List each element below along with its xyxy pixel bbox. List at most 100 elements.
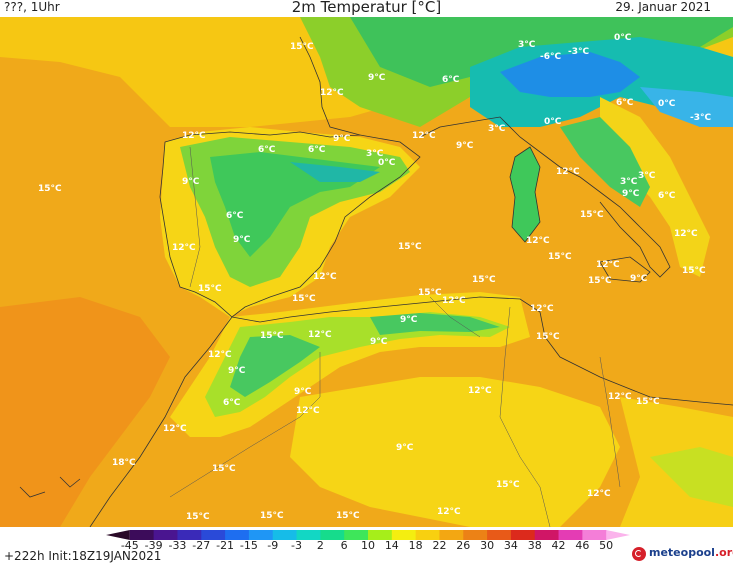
- color-scale-tick-label: 22: [432, 539, 447, 552]
- temp-label: 9°C: [400, 315, 418, 325]
- temp-label: 9°C: [333, 134, 351, 144]
- temp-label: 15°C: [336, 511, 360, 521]
- color-scale-segment: [106, 530, 130, 540]
- atlantic-warm-zone: [0, 297, 170, 527]
- temp-label: 3°C: [518, 40, 536, 50]
- color-scale-segment: [582, 530, 607, 540]
- map-svg: 15°C 12°C 9°C 6°C 3°C 0°C -3°C -6°C 15°C…: [0, 17, 733, 527]
- temp-label: 15°C: [682, 266, 706, 276]
- color-scale-tick-label: -33: [168, 539, 187, 552]
- temp-label: 15°C: [580, 210, 604, 220]
- init-run-info: +222h Init:18Z19JAN2021: [4, 549, 162, 563]
- italy-zone: [600, 97, 710, 277]
- temp-label: 6°C: [223, 398, 241, 408]
- temp-label: 12°C: [608, 392, 632, 402]
- temp-label: 15°C: [636, 397, 660, 407]
- temp-label: 12°C: [526, 236, 550, 246]
- temp-label: 12°C: [596, 260, 620, 270]
- temp-label: 18°C: [112, 458, 136, 468]
- temp-label: 15°C: [536, 332, 560, 342]
- temperature-labels: 15°C 12°C 9°C 6°C 3°C 0°C -3°C -6°C 15°C…: [38, 33, 711, 522]
- temp-label: 12°C: [320, 88, 344, 98]
- temp-label: 0°C: [658, 99, 676, 109]
- color-scale-tick-label: -21: [216, 539, 235, 552]
- temp-label: 15°C: [186, 512, 210, 522]
- color-scale-tick-label: 38: [527, 539, 542, 552]
- temp-label: 12°C: [468, 386, 492, 396]
- color-scale-segment: [534, 530, 560, 540]
- forecast-time: ???, 1Uhr: [4, 0, 60, 14]
- color-scale-segment: [391, 530, 417, 540]
- italy-green-zone: [560, 117, 650, 207]
- temp-label: 3°C: [366, 149, 384, 159]
- color-scale-segment: [558, 530, 583, 540]
- logo-text: meteopool.org: [649, 546, 733, 559]
- iberia-cold-core: [290, 162, 380, 182]
- color-scale-tick-label: -3: [291, 539, 303, 552]
- temp-label: 12°C: [182, 131, 206, 141]
- color-scale-segment: [368, 530, 393, 540]
- temp-label: 12°C: [208, 350, 232, 360]
- color-scale-segment: [606, 530, 630, 540]
- temp-label: 3°C: [488, 124, 506, 134]
- color-scale-segment: [439, 530, 464, 540]
- temp-label: 12°C: [674, 229, 698, 239]
- color-scale-tick-label: 42: [551, 539, 566, 552]
- temp-label: 6°C: [258, 145, 276, 155]
- color-scale-tick-label: 14: [384, 539, 399, 552]
- logo-suffix: .org: [714, 546, 733, 559]
- temp-label: 9°C: [396, 443, 414, 453]
- temp-label: 9°C: [456, 141, 474, 151]
- color-scale-segment: [296, 530, 321, 540]
- temp-label: 15°C: [496, 480, 520, 490]
- temp-label: 12°C: [296, 406, 320, 416]
- temp-label: 15°C: [212, 464, 236, 474]
- logo-main: meteopool: [649, 546, 715, 559]
- temp-label: 15°C: [418, 288, 442, 298]
- corsica-sardinia-zone: [510, 147, 540, 242]
- temp-label: 15°C: [548, 252, 572, 262]
- temp-label: 15°C: [198, 284, 222, 294]
- balkan-cold-zone: [640, 87, 733, 127]
- color-scale-tick-label: -27: [192, 539, 211, 552]
- color-scale-segment: [177, 530, 202, 540]
- temp-label: -3°C: [568, 47, 589, 57]
- color-scale-segment: [344, 530, 369, 540]
- color-scale-tick-label: -15: [239, 539, 258, 552]
- color-scale-segment: [320, 530, 345, 540]
- color-scale-segment: [153, 530, 178, 540]
- temperature-map: 15°C 12°C 9°C 6°C 3°C 0°C -3°C -6°C 15°C…: [0, 17, 733, 527]
- header: ???, 1Uhr 2m Temperatur [°C] 29. Januar …: [0, 0, 733, 17]
- forecast-date: 29. Januar 2021: [615, 0, 711, 14]
- temp-label: 12°C: [530, 304, 554, 314]
- color-scale-segment: [272, 530, 298, 540]
- color-scale-tick-label: 18: [408, 539, 423, 552]
- temp-label: 15°C: [260, 331, 284, 341]
- atlas-green-west: [230, 335, 320, 397]
- temp-label: -6°C: [540, 52, 561, 62]
- temp-label: 6°C: [226, 211, 244, 221]
- temp-label: 3°C: [638, 171, 656, 181]
- temp-label: 15°C: [260, 511, 284, 521]
- color-scale-tick-label: -9: [267, 539, 279, 552]
- color-scale-segment: [415, 530, 440, 540]
- temp-label: 15°C: [38, 184, 62, 194]
- temp-label: 12°C: [163, 424, 187, 434]
- color-scale-tick-label: 2: [316, 539, 324, 552]
- country-borders: [169, 146, 621, 527]
- temp-label: 15°C: [472, 275, 496, 285]
- temp-label: 12°C: [587, 489, 611, 499]
- color-scale-segment: [248, 530, 274, 540]
- east-mild-zone: [650, 447, 733, 507]
- temp-label: 9°C: [370, 337, 388, 347]
- temp-label: 12°C: [308, 330, 332, 340]
- temp-label: 9°C: [228, 366, 246, 376]
- temp-label: 6°C: [658, 191, 676, 201]
- color-scale-ticks: -45 -39 -33 -27 -21 -15 -9 -3 2 6 10 14 18 22 26 30 34 38…: [0, 539, 733, 553]
- temp-label: 12°C: [172, 243, 196, 253]
- temp-label: 12°C: [412, 131, 436, 141]
- temp-label: 12°C: [437, 507, 461, 517]
- temp-label: 9°C: [368, 73, 386, 83]
- color-scale-tick-label: 50: [599, 539, 614, 552]
- temp-label: 12°C: [313, 272, 337, 282]
